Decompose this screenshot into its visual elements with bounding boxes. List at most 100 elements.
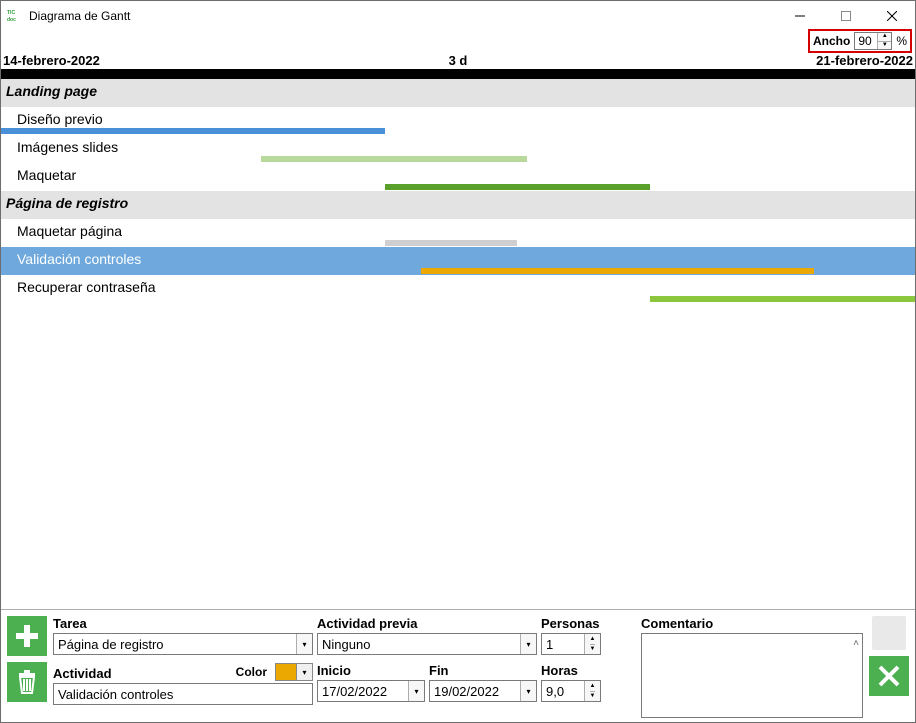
row-label: Página de registro [6, 195, 128, 211]
svg-text:doc: doc [7, 17, 16, 23]
horas-value: 9,0 [546, 684, 564, 699]
app-icon: TIC doc [7, 8, 23, 24]
label-comentario: Comentario [641, 616, 863, 631]
gantt-bar[interactable] [650, 296, 915, 302]
horas-spinner[interactable]: 9,0 ▲ ▼ [541, 680, 601, 702]
width-control-row: Ancho 90 ▲ ▼ % [1, 31, 915, 51]
gantt-window: TIC doc Diagrama de Gantt Ancho 90 ▲ ▼ [0, 0, 916, 723]
width-spinner[interactable]: 90 ▲ ▼ [854, 32, 892, 50]
spin-arrows[interactable]: ▲ ▼ [584, 634, 600, 654]
gantt-body: Landing page Diseño previo Imágenes slides… [1, 79, 915, 609]
gantt-bar[interactable] [385, 184, 650, 190]
row-label: Validación controles [17, 251, 141, 267]
close-button[interactable] [869, 1, 915, 31]
gantt-task-row[interactable]: Maquetar página [1, 219, 915, 247]
gantt-task-row[interactable]: Maquetar [1, 163, 915, 191]
actividad-previa-value: Ninguno [322, 637, 370, 652]
scroll-up-icon: ˄ [853, 638, 859, 649]
gantt-task-row[interactable]: Imágenes slides [1, 135, 915, 163]
gantt-bar[interactable] [385, 240, 518, 246]
spin-down-icon[interactable]: ▼ [590, 692, 596, 702]
row-label: Landing page [6, 83, 97, 99]
window-title: Diagrama de Gantt [29, 9, 130, 23]
timeline-bar [1, 69, 915, 79]
label-color: Color [236, 665, 267, 679]
personas-spinner[interactable]: 1 ▲ ▼ [541, 633, 601, 655]
chevron-down-icon: ▾ [296, 634, 312, 654]
minimize-button[interactable] [777, 1, 823, 31]
spin-up-icon[interactable]: ▲ [878, 33, 891, 42]
actividad-value: Validación controles [58, 687, 173, 702]
editor-form: Tarea Página de registro ▾ Actividad pre… [53, 616, 635, 718]
spin-down-icon[interactable]: ▼ [878, 42, 891, 50]
width-control-highlight: Ancho 90 ▲ ▼ % [808, 29, 912, 53]
editor-right-buttons [869, 616, 909, 718]
chevron-down-icon: ▾ [520, 634, 536, 654]
actividad-input[interactable]: Validación controles [53, 683, 313, 705]
gantt-group-row[interactable]: Página de registro [1, 191, 915, 219]
spin-up-icon[interactable]: ▲ [590, 681, 596, 692]
cell-inicio-fin: Inicio Fin 17/02/2022 ▾ 19/02/2022 ▾ [317, 663, 537, 705]
width-value: 90 [855, 33, 877, 49]
spin-up-icon[interactable]: ▲ [590, 634, 596, 645]
label-fin: Fin [429, 663, 449, 678]
spin-down-icon[interactable]: ▼ [590, 645, 596, 655]
titlebar: TIC doc Diagrama de Gantt [1, 1, 915, 31]
inicio-date[interactable]: 17/02/2022 ▾ [317, 680, 425, 702]
gantt-bar[interactable] [261, 156, 526, 162]
tarea-value: Página de registro [58, 637, 164, 652]
cell-actividad-previa: Actividad previa Ninguno ▾ [317, 616, 537, 655]
gantt-task-row[interactable]: Diseño previo [1, 107, 915, 135]
add-button[interactable] [7, 616, 47, 656]
fin-value: 19/02/2022 [434, 684, 499, 699]
dialog-close-button[interactable] [869, 656, 909, 696]
gantt-task-row[interactable]: Validación controles [1, 247, 915, 275]
date-start: 14-febrero-2022 [3, 53, 100, 68]
row-label: Recuperar contraseña [17, 279, 156, 295]
fin-date[interactable]: 19/02/2022 ▾ [429, 680, 537, 702]
tarea-dropdown[interactable]: Página de registro ▾ [53, 633, 313, 655]
label-actividad: Actividad [53, 666, 112, 681]
actividad-previa-dropdown[interactable]: Ninguno ▾ [317, 633, 537, 655]
color-swatch[interactable] [275, 663, 297, 681]
editor-left-buttons [7, 616, 47, 718]
label-tarea: Tarea [53, 616, 313, 631]
row-label: Diseño previo [17, 111, 103, 127]
gantt-task-row[interactable]: Recuperar contraseña [1, 275, 915, 303]
gantt-bar[interactable] [1, 128, 385, 134]
color-dropdown[interactable]: ▾ [297, 663, 313, 681]
label-inicio: Inicio [317, 663, 351, 678]
date-span: 3 d [100, 53, 816, 68]
gantt-group-row[interactable]: Landing page [1, 79, 915, 107]
row-label: Imágenes slides [17, 139, 118, 155]
label-actividad-previa: Actividad previa [317, 616, 537, 631]
row-label: Maquetar página [17, 223, 122, 239]
delete-button[interactable] [7, 662, 47, 702]
trash-icon [12, 667, 42, 697]
cell-actividad: Actividad Color ▾ Validación controles [53, 663, 313, 705]
width-percent: % [896, 34, 907, 48]
cell-personas: Personas 1 ▲ ▼ [541, 616, 635, 655]
row-label: Maquetar [17, 167, 76, 183]
close-icon [874, 661, 904, 691]
label-horas: Horas [541, 663, 635, 678]
chevron-down-icon: ▾ [408, 681, 424, 701]
date-end: 21-febrero-2022 [816, 53, 913, 68]
date-header: 14-febrero-2022 3 d 21-febrero-2022 [1, 51, 915, 69]
cell-comentario: Comentario ˄ [641, 616, 863, 718]
cell-tarea: Tarea Página de registro ▾ [53, 616, 313, 655]
maximize-button[interactable] [823, 1, 869, 31]
label-personas: Personas [541, 616, 635, 631]
gantt-bar[interactable] [421, 268, 814, 274]
width-label: Ancho [813, 34, 850, 48]
spin-arrows[interactable]: ▲ ▼ [584, 681, 600, 701]
cell-horas: Horas 9,0 ▲ ▼ [541, 663, 635, 705]
editor-panel: Tarea Página de registro ▾ Actividad pre… [1, 609, 915, 722]
confirm-button-disabled [872, 616, 906, 650]
personas-value: 1 [546, 637, 553, 652]
inicio-value: 17/02/2022 [322, 684, 387, 699]
comentario-textarea[interactable] [641, 633, 863, 718]
width-spin-buttons[interactable]: ▲ ▼ [877, 33, 891, 49]
svg-text:TIC: TIC [7, 10, 15, 16]
chevron-down-icon: ▾ [520, 681, 536, 701]
